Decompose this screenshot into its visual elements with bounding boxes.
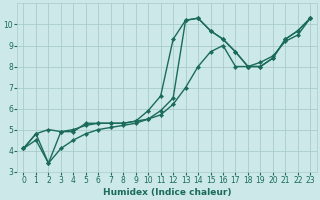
X-axis label: Humidex (Indice chaleur): Humidex (Indice chaleur) [103,188,231,197]
